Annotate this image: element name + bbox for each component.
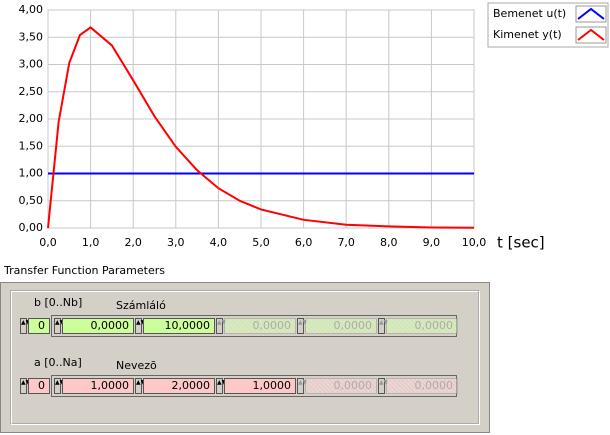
index-spin[interactable]: ▲▼ [20, 378, 30, 394]
element-field: 0,0000 [305, 378, 377, 394]
y-tick-label: 1,50 [19, 139, 44, 152]
y-tick-label: 0,50 [19, 194, 44, 207]
element-field: 0,0000 [386, 318, 458, 334]
y-tick-label: 3,50 [19, 30, 44, 43]
x-axis-label: t [sec] [497, 234, 545, 252]
element-spin[interactable]: ▲▼ [54, 318, 64, 334]
x-tick-label: 0,0 [39, 236, 57, 249]
legend-swatch-box [575, 5, 607, 23]
chart: t [sec] 0,00 0,50 1,00 1,50 2,00 2,50 3,00 3,50… [19, 2, 609, 252]
element-field[interactable]: 1,0000 [62, 378, 134, 394]
element-spin: ▲▼ [297, 318, 307, 334]
element-spin[interactable]: ▲▼ [135, 318, 145, 334]
element-field[interactable]: 0,0000 [62, 318, 134, 334]
x-tick-label: 8,0 [380, 236, 398, 249]
x-tick-label: 4,0 [210, 236, 228, 249]
element-field[interactable]: 1,0000 [224, 378, 296, 394]
panel-frame [10, 290, 480, 425]
legend-swatch-box [575, 26, 607, 44]
panel-title: Transfer Function Parameters [4, 264, 165, 277]
element-spin[interactable]: ▲▼ [135, 378, 145, 394]
index-field[interactable]: 0 [28, 318, 50, 334]
x-tick-label: 1,0 [82, 236, 100, 249]
x-tick-label: 7,0 [337, 236, 355, 249]
array-label: Számláló [116, 299, 166, 312]
element-field: 0,0000 [386, 378, 458, 394]
y-tick-label: 3,00 [19, 58, 44, 71]
x-tick-label: 2,0 [124, 236, 142, 249]
x-tick-label: 10,0 [462, 236, 487, 249]
x-tick-label: 6,0 [295, 236, 313, 249]
element-spin: ▲▼ [216, 318, 226, 334]
x-tick-label: 5,0 [252, 236, 270, 249]
element-field: 0,0000 [305, 318, 377, 334]
element-field[interactable]: 2,0000 [143, 378, 215, 394]
element-spin: ▲▼ [378, 318, 388, 334]
element-field[interactable]: 10,0000 [143, 318, 215, 334]
legend-swatch [577, 7, 605, 20]
element-spin[interactable]: ▲▼ [216, 378, 226, 394]
y-tick-label: 4,00 [19, 3, 44, 16]
element-field: 0,0000 [224, 318, 296, 334]
y-tick-label: 0,00 [19, 221, 44, 234]
element-spin[interactable]: ▲▼ [54, 378, 64, 394]
x-tick-label: 3,0 [167, 236, 185, 249]
legend-label: Bemenet u(t) [493, 7, 566, 20]
series-line [47, 26, 475, 229]
index-spin[interactable]: ▲▼ [20, 318, 30, 334]
array-label: Nevezõ [116, 359, 157, 372]
parameter-panel [0, 282, 490, 433]
legend-swatch [577, 28, 605, 41]
index-label: b [0..Nb] [34, 296, 83, 309]
index-field[interactable]: 0 [28, 378, 50, 394]
y-tick-label: 2,00 [19, 112, 44, 125]
index-label: a [0..Na] [34, 356, 82, 369]
x-tick-label: 9,0 [423, 236, 441, 249]
y-tick-label: 2,50 [19, 85, 44, 98]
y-tick-label: 1,00 [19, 167, 44, 180]
legend-label: Kimenet y(t) [493, 28, 562, 41]
element-spin: ▲▼ [378, 378, 388, 394]
element-spin: ▲▼ [297, 378, 307, 394]
